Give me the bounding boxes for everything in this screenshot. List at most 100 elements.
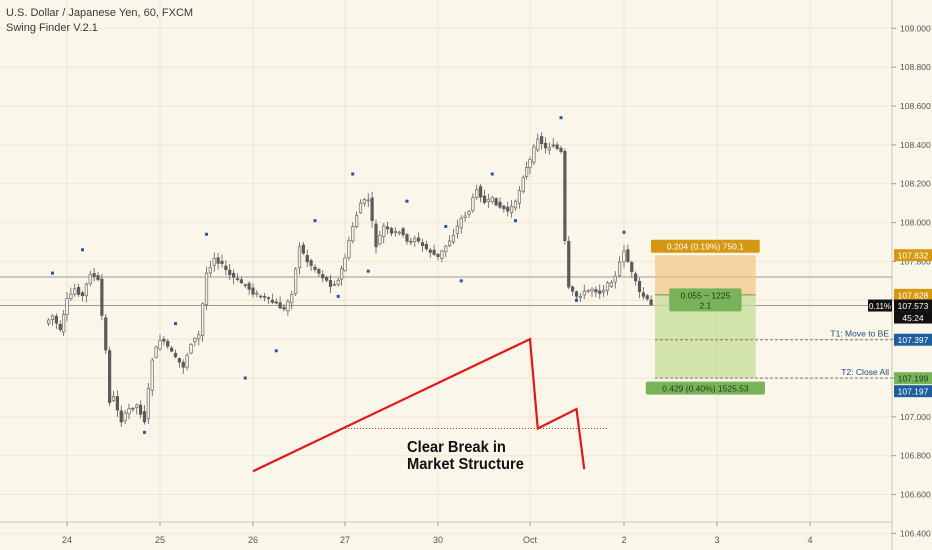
price-tick-label: 109.000: [900, 23, 931, 33]
candle: [386, 221, 390, 235]
candle-body: [420, 242, 425, 246]
candle: [432, 244, 436, 256]
candle: [235, 273, 240, 282]
candle-body: [177, 358, 181, 363]
price-tick-label: 108.800: [900, 62, 931, 72]
last-price-tag[interactable]: 107.573: [894, 299, 932, 312]
candle-body: [193, 338, 197, 343]
candle: [641, 287, 645, 300]
candle: [340, 265, 344, 286]
entry-price-tag[interactable]: 107.628: [894, 288, 932, 301]
candle: [305, 249, 309, 268]
price-tick-label: 106.600: [900, 490, 931, 500]
price-tick-label: 107.000: [900, 412, 931, 422]
candle: [259, 294, 263, 299]
swing-marker: [51, 271, 54, 275]
target-label: 0.429 (0.40%) 1525.53: [645, 381, 765, 395]
candle-body: [263, 296, 267, 298]
candle: [96, 271, 100, 282]
candle: [347, 236, 351, 261]
candle: [637, 277, 642, 299]
price-tick-label: 106.400: [900, 528, 931, 538]
ratio-label-box: [669, 288, 742, 312]
target-line-label: T2: Close All: [841, 367, 889, 377]
candle: [494, 197, 498, 207]
candle-body: [235, 278, 240, 280]
candle-body: [393, 231, 397, 233]
candle: [482, 189, 487, 205]
structure-callout-text: Market Structure: [407, 455, 524, 473]
candle: [590, 287, 594, 297]
t1-price-tag[interactable]: 107.397: [894, 333, 932, 346]
candle: [321, 270, 325, 283]
candle: [158, 334, 162, 351]
swing-marker: [490, 172, 494, 176]
candle: [65, 291, 69, 322]
time-tick-label: 3: [714, 535, 719, 545]
candle-body: [417, 237, 421, 242]
low-price-tag[interactable]: 107.197: [894, 385, 932, 398]
target-line-2[interactable]: T2: Close All: [655, 367, 892, 379]
t2-price-tag[interactable]: 107.199: [894, 372, 932, 385]
candle: [201, 302, 205, 342]
stop-price-tag[interactable]: 107.832: [894, 249, 932, 262]
candle: [532, 143, 536, 166]
time-tick-label: 26: [248, 535, 258, 545]
time-tick-label: 25: [155, 535, 165, 545]
candle: [69, 287, 73, 301]
swing-marker: [405, 199, 409, 203]
candle-body: [328, 280, 333, 287]
last-change-box: [868, 299, 892, 312]
candle: [362, 198, 366, 207]
candle-body: [571, 286, 575, 292]
candle-body: [525, 167, 529, 177]
last-change-tag: 0.11%: [868, 299, 892, 312]
candle: [436, 253, 440, 261]
candle-body: [559, 147, 563, 152]
candle: [605, 281, 610, 296]
candle: [332, 280, 336, 287]
candles[interactable]: [47, 132, 653, 428]
candle: [84, 282, 88, 303]
candle: [420, 238, 425, 252]
candle-body: [532, 146, 536, 163]
candle: [543, 137, 548, 154]
target-label-text: 0.429 (0.40%) 1525.53: [662, 384, 749, 394]
candle-body: [479, 186, 483, 198]
candle-body: [158, 340, 162, 350]
candle-body: [336, 279, 340, 285]
candle: [127, 403, 131, 420]
candle-body: [401, 228, 405, 236]
candle-body: [162, 338, 166, 342]
candle-body: [343, 257, 347, 271]
candle-body: [574, 291, 579, 297]
target-label-box: [645, 381, 765, 395]
ratio-label-text: 0.055 ~ 1225: [680, 290, 730, 300]
candle-body: [397, 231, 401, 234]
swing-marker: [81, 248, 84, 252]
candle-body: [455, 225, 459, 234]
candle-body: [358, 202, 363, 214]
candle: [475, 184, 479, 200]
candle: [142, 405, 147, 425]
indicator-title: Swing Finder V.2.1: [6, 22, 98, 34]
candle: [455, 219, 459, 239]
candle-body: [181, 361, 185, 368]
candle: [551, 138, 555, 148]
time-axis[interactable]: 24 25 26 27 30 Oct 2 3 4: [62, 522, 813, 545]
candle-body: [239, 279, 243, 284]
candle-body: [297, 246, 302, 269]
candle: [355, 211, 359, 229]
candle: [582, 284, 586, 300]
stop-price-tag-text: 107.832: [898, 251, 929, 261]
candle-body: [204, 272, 209, 306]
target-line-1[interactable]: T1: Move to BE: [655, 329, 892, 341]
candle: [479, 184, 483, 203]
candle-body: [104, 317, 108, 351]
candle-body: [274, 301, 278, 304]
candle-body: [626, 249, 630, 262]
candle: [243, 283, 247, 289]
